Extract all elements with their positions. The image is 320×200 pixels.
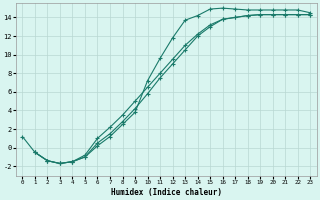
X-axis label: Humidex (Indice chaleur): Humidex (Indice chaleur) (111, 188, 222, 197)
